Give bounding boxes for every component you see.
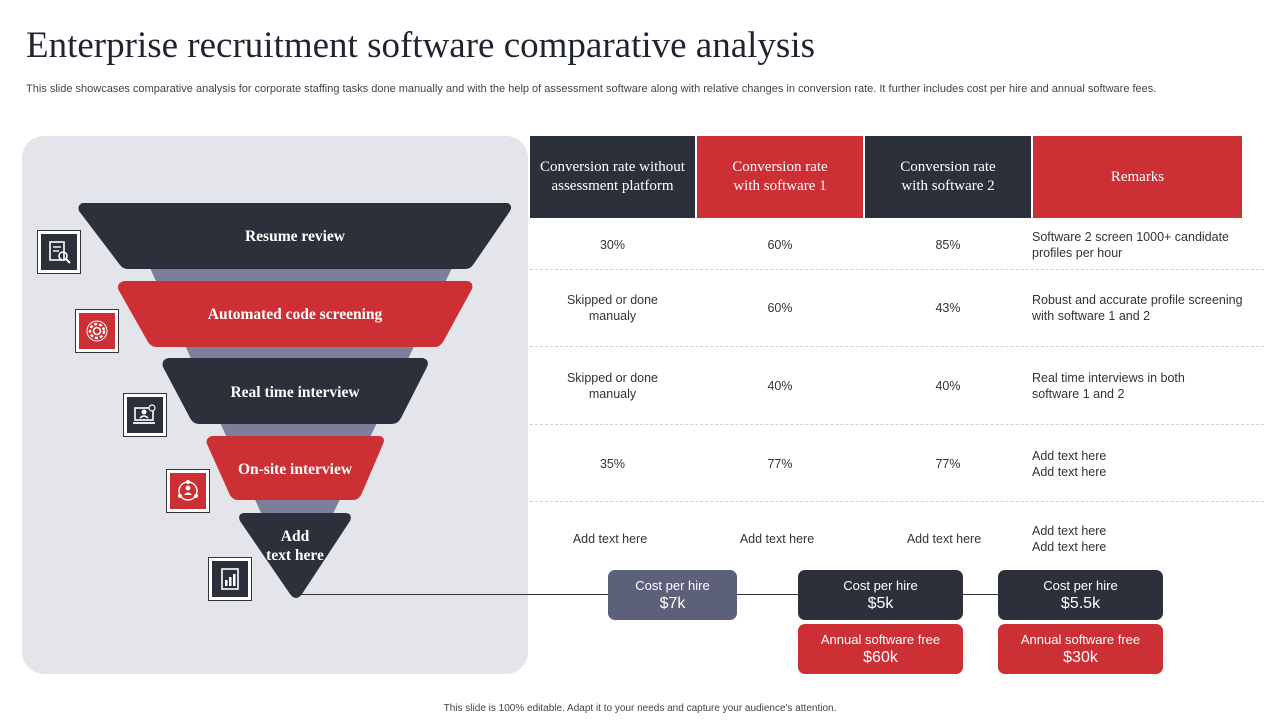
header-software-2: Conversion rate with software 2 [865,136,1031,218]
row-divider [530,346,1264,347]
slide-footer: This slide is 100% editable. Adapt it to… [443,703,837,714]
report-chart-icon-box [208,557,252,601]
cost-label: Cost per hire [843,577,918,593]
cost-label: Cost per hire [635,577,710,593]
cell-manual-row3: Skipped or done manualy [566,371,659,401]
cell-software2-row4: 77% [935,457,961,471]
header-software-1: Conversion rate with software 1 [697,136,863,218]
funnel-stage-resume-review[interactable] [78,203,512,269]
cell-remarks-row1: Software 2 screen 1000+ candidate profil… [1032,230,1230,260]
slide-subtitle: This slide showcases comparative analysi… [26,83,1157,95]
cell-software2-row2: 43% [935,301,961,315]
cell-software2-row3: 40% [935,379,961,393]
cost-value: $5k [867,594,894,612]
header-remarks: Remarks [1033,136,1242,218]
cost-value: $5.5k [1060,594,1101,612]
row-divider [530,501,1264,502]
cell-software1-row3: 40% [767,379,793,393]
gear-screening-icon-box [75,309,119,353]
cell-remarks-row4: Add text here Add text here [1032,449,1107,479]
cell-remarks-row5: Add text here Add text here [1032,524,1107,554]
row-divider [530,424,1264,425]
header-label: Remarks [1110,168,1165,185]
gear-screening-icon [86,320,108,342]
stage-label-on-site-interview: On-site interview [237,461,353,478]
cell-software2-row1: 85% [935,238,961,252]
funnel-stage-add-text[interactable] [239,513,351,598]
row-divider [530,269,1264,270]
cell-remarks-row2: Robust and accurate profile screening wi… [1032,293,1243,323]
funnel-stage-automated-code-screening[interactable] [117,281,473,347]
cost-card-software1: Cost per hire $5k [798,570,963,620]
stage-label-real-time-interview: Real time interview [230,384,360,401]
funnel-stage-real-time-interview[interactable] [162,358,428,424]
cost-card-software2: Cost per hire $5.5k [998,570,1163,620]
team-interview-icon-box [166,469,210,513]
cell-remarks-row3: Real time interviews in both software 1 … [1032,371,1185,401]
header-label: Conversion rate with software 2 [900,159,996,194]
stage-label-add-text: Add text here [266,528,324,564]
fee-label: Annual software free [1020,631,1141,647]
header-label: Conversion rate without assessment platf… [540,159,685,194]
resume-review-icon [49,241,71,264]
cell-manual-row5: Add text here [572,532,648,546]
cost-value: $7k [659,594,686,612]
slide-title: Enterprise recruitment software comparat… [26,25,816,66]
header-label: Conversion rate with software 1 [732,159,828,194]
stage-label-resume-review: Resume review [244,228,345,245]
cell-software1-row1: 60% [767,238,793,252]
fee-card-software2: Annual software free $30k [998,624,1163,674]
cell-software1-row4: 77% [767,457,793,471]
cell-manual-row1: 30% [599,238,626,252]
cost-label: Cost per hire [1043,577,1118,593]
video-interview-icon-box [123,393,167,437]
cost-card-manual: Cost per hire $7k [608,570,737,620]
report-chart-icon [221,568,239,590]
cell-software2-row5: Add text here [906,532,982,546]
fee-label: Annual software free [820,631,941,647]
cell-software1-row2: 60% [767,301,793,315]
cell-manual-row2: Skipped or done manualy [566,293,659,323]
fee-value: $60k [863,648,898,666]
stage-label-automated-code-screening: Automated code screening [207,306,383,323]
cell-software1-row5: Add text here [739,532,815,546]
team-interview-icon [178,480,198,501]
header-without-platform: Conversion rate without assessment platf… [530,136,695,218]
fee-card-software1: Annual software free $60k [798,624,963,674]
resume-review-icon-box [37,230,81,274]
cell-manual-row4: 35% [599,457,626,471]
funnel-stage-on-site-interview[interactable] [206,436,384,500]
video-interview-icon [133,404,156,424]
fee-value: $30k [1063,648,1098,666]
